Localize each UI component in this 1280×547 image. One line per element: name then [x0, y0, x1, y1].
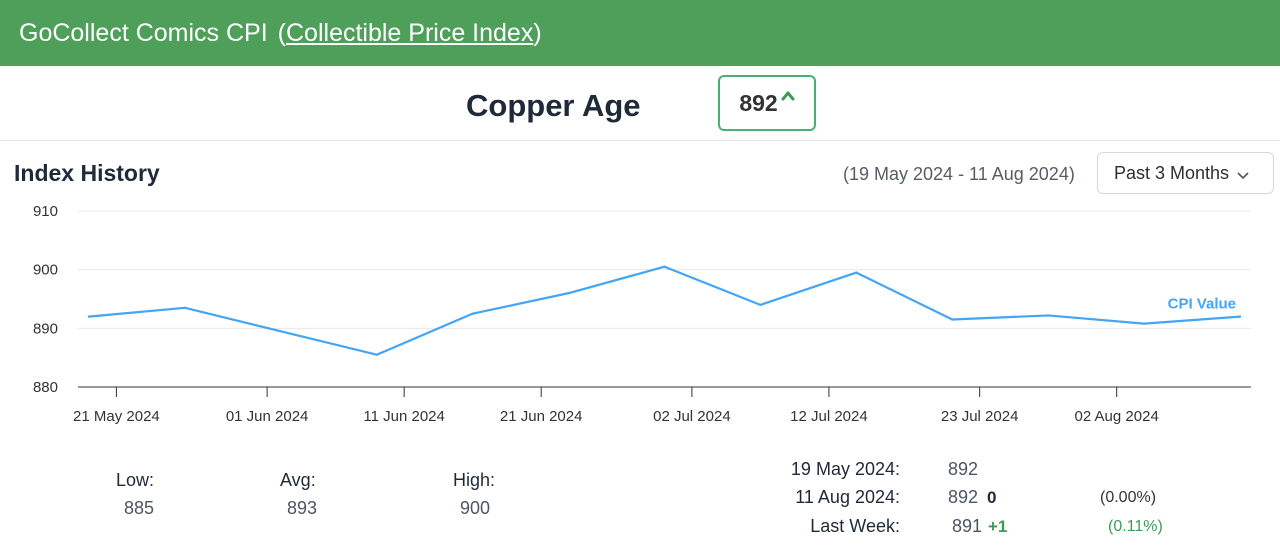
chevron-down-icon: [1237, 164, 1249, 185]
x-tick-label: 02 Aug 2024: [1075, 408, 1159, 425]
index-history-title: Index History: [14, 160, 160, 186]
series-line-cpi-value: [88, 265, 1241, 356]
data-point: [951, 318, 954, 321]
last-week-change: +1: [988, 517, 1008, 536]
avg-label: Avg:: [280, 470, 316, 490]
x-tick-label: 11 Jun 2024: [363, 408, 444, 425]
age-title: Copper Age: [466, 88, 641, 123]
data-point: [1046, 314, 1050, 317]
start-date-value: 892: [948, 459, 979, 479]
avg-stat: Avg: 893: [280, 470, 317, 519]
cpi-link[interactable]: Collectible Price Index: [286, 18, 534, 47]
data-point: [471, 312, 474, 315]
start-date-label: 19 May 2024:: [790, 459, 900, 479]
header-title: GoCollect Comics CPI: [19, 18, 268, 47]
cpi-value: 892: [739, 89, 778, 116]
low-stat: Low: 885: [116, 470, 154, 519]
y-tick-label: 890: [33, 320, 58, 337]
y-tick-label: 910: [33, 203, 58, 220]
end-date-change: 0: [987, 488, 997, 507]
high-stat: High: 900: [453, 470, 495, 519]
series-label: CPI Value: [1168, 296, 1236, 313]
data-point: [1238, 315, 1242, 318]
last-week-value: 891: [952, 516, 983, 536]
date-range: (19 May 2024 - 11 Aug 2024): [843, 164, 1075, 184]
period-label: Past 3 Months: [1114, 162, 1230, 183]
cpi-value-badge: 892: [718, 75, 816, 131]
data-point: [183, 306, 187, 309]
x-tick-label: 23 Jul 2024: [941, 408, 1019, 425]
data-point: [1142, 322, 1146, 325]
end-date-label: 11 Aug 2024:: [795, 487, 900, 507]
chevron-up-icon: [781, 88, 795, 106]
end-date-pct: (0.00%): [1100, 489, 1157, 506]
x-tick-label: 21 May 2024: [73, 408, 160, 425]
x-tick-label: 21 Jun 2024: [500, 408, 583, 425]
header-banner: GoCollect Comics CPI (Collectible Price …: [0, 0, 1280, 66]
data-point: [375, 353, 378, 356]
age-summary: Copper Age 892: [0, 66, 1280, 141]
x-tick-label: 12 Jul 2024: [790, 408, 868, 425]
data-point: [567, 291, 570, 295]
data-point: [855, 271, 858, 274]
y-tick-label: 880: [33, 379, 58, 396]
last-week-pct: (0.11%): [1108, 518, 1163, 535]
period-dropdown[interactable]: Past 3 Months: [1097, 152, 1274, 194]
x-tick-label: 01 Jun 2024: [226, 408, 309, 425]
low-value: 885: [124, 498, 155, 518]
avg-value: 893: [287, 498, 318, 518]
last-week-label: Last Week:: [810, 516, 900, 536]
end-date-value: 892: [948, 487, 979, 507]
low-label: Low:: [116, 470, 155, 490]
index-history-chart: 880 890 900 910 21 May 2024 01 Jun 2024 11 Jun…: [33, 203, 1251, 425]
x-tick-label: 02 Jul 2024: [653, 408, 731, 425]
high-label: High:: [453, 470, 496, 490]
data-point: [87, 315, 91, 318]
y-tick-label: 900: [33, 262, 58, 279]
data-point: [279, 330, 283, 333]
data-point: [663, 265, 666, 268]
high-value: 900: [460, 498, 491, 518]
data-point: [759, 303, 762, 307]
